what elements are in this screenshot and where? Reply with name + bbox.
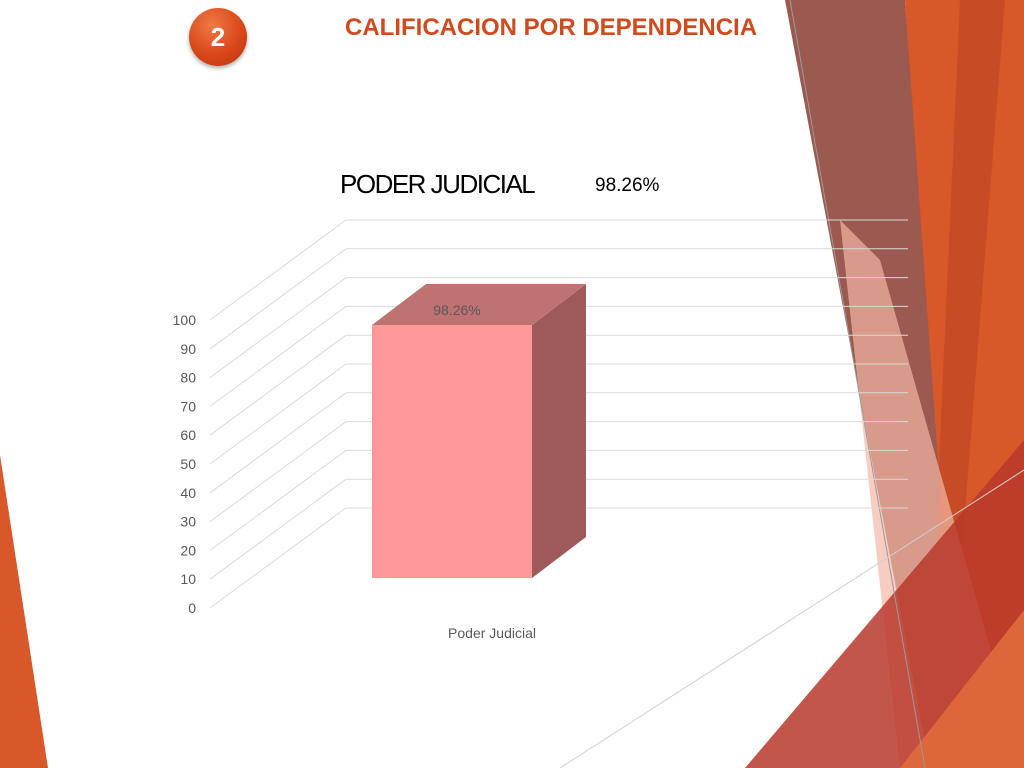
gridline-side-30 — [209, 421, 347, 523]
y-tick-label-100: 100 — [173, 312, 197, 328]
gridline-side-20 — [209, 449, 347, 551]
y-tick-label-10: 10 — [180, 571, 196, 587]
chart-subtitle: 98.26% — [595, 175, 660, 196]
y-tick-label-50: 50 — [180, 456, 196, 472]
y-tick-label-90: 90 — [180, 341, 196, 357]
decor-line — [789, 0, 926, 768]
data-label-0: 98.26% — [433, 302, 480, 318]
y-tick-label-60: 60 — [180, 427, 196, 443]
y-tick-label-40: 40 — [180, 485, 196, 501]
y-tick-label-70: 70 — [180, 398, 196, 414]
y-tick-label-30: 30 — [180, 514, 196, 530]
gridline-side-100 — [209, 219, 347, 321]
gridline-side-10 — [209, 478, 347, 580]
y-tick-label-0: 0 — [188, 600, 196, 616]
bar-side-0 — [532, 284, 586, 578]
bar-front-0 — [372, 325, 532, 578]
chart-title: PODER JUDICIAL — [340, 169, 535, 199]
gridline-side-40 — [209, 392, 347, 494]
gridline-side-60 — [209, 334, 347, 436]
decor-facet-bottom — [745, 440, 1024, 768]
x-category-label-0: Poder Judicial — [448, 625, 536, 641]
bar-top-0 — [372, 284, 586, 326]
gridline-side-0 — [209, 507, 347, 609]
gridline-side-80 — [209, 277, 347, 379]
gridline-side-70 — [209, 305, 347, 407]
decor-facet-bottom-light — [900, 610, 1024, 768]
chart-bars — [372, 284, 586, 578]
y-tick-label-20: 20 — [180, 542, 196, 558]
gridline-side-50 — [209, 363, 347, 465]
y-tick-label-80: 80 — [180, 370, 196, 386]
decor-facet-left — [0, 455, 48, 768]
slide-number-badge: 2 — [189, 8, 247, 66]
chart-labels: PODER JUDICIAL 98.26% 0 10 20 30 40 50 60 70 80 9… — [173, 169, 660, 641]
gridline-side-90 — [209, 248, 347, 350]
decor-line-2 — [559, 469, 1024, 768]
slide-title: CALIFICACION POR DEPENDENCIA — [345, 14, 758, 41]
